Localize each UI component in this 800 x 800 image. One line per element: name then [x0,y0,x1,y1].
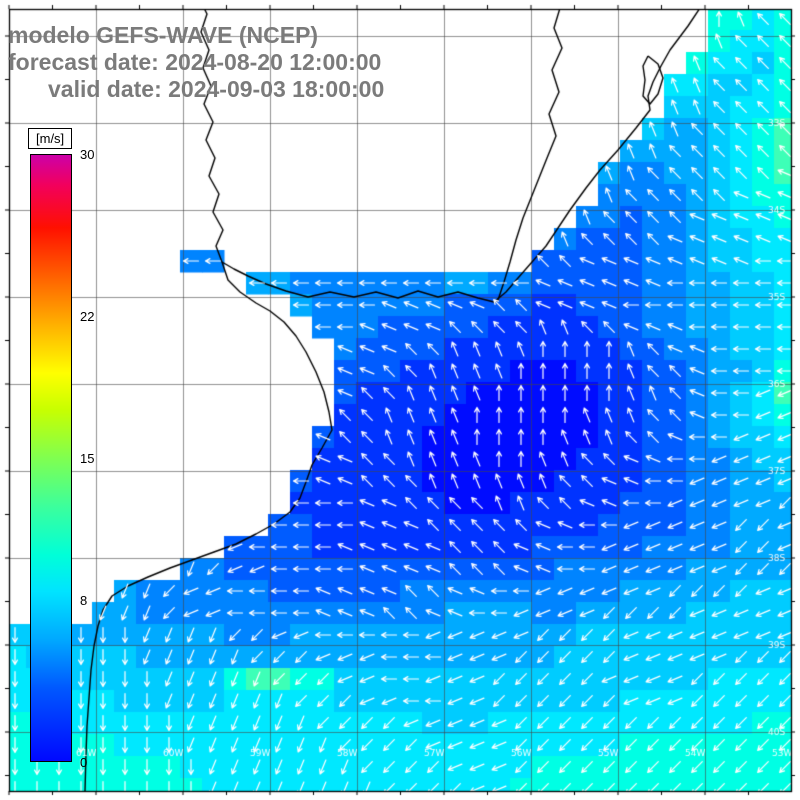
colorbar-ticks: 30 22 15 8 0 [80,147,126,770]
colorbar-tick-label: 8 [80,592,88,608]
valid-date: valid date: 2024-09-03 18:00:00 [48,76,385,102]
colorbar-tick-label: 22 [80,309,95,325]
forecast-date: forecast date: 2024-08-20 12:00:00 [8,49,382,75]
colorbar-unit-label: [m/s] [28,128,73,149]
colorbar-tick-label: 0 [80,755,88,770]
map-header: modelo GEFS-WAVE (NCEP) forecast date: 2… [8,22,384,103]
model-name: modelo GEFS-WAVE (NCEP) [8,22,319,48]
colorbar-gradient [30,154,72,762]
colorbar-tick-label: 15 [80,451,95,466]
colorbar-tick-label: 30 [80,147,95,162]
colorbar: [m/s] 30 22 15 8 0 [28,128,148,793]
